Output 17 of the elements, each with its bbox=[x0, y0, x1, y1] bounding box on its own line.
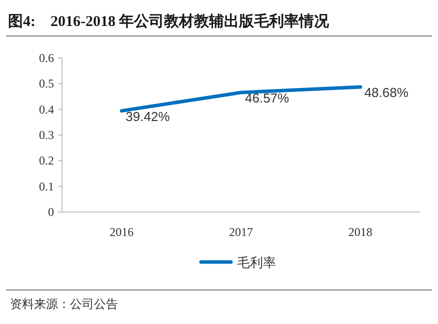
data-label: 39.42% bbox=[126, 108, 170, 124]
y-tick-label: 0.6 bbox=[39, 51, 54, 65]
x-tick-label: 2016 bbox=[110, 225, 134, 239]
data-label: 46.57% bbox=[245, 90, 290, 106]
x-tick-label: 2017 bbox=[229, 225, 253, 239]
text: 资料来源：公司公告 bbox=[10, 297, 118, 311]
chart-title: 图4: 2016-2018 年公司教材教辅出版毛利率情况 bbox=[8, 12, 330, 30]
y-tick-label: 0 bbox=[48, 205, 54, 219]
x-tick-label: 2018 bbox=[348, 225, 372, 239]
y-tick-label: 0.3 bbox=[39, 128, 54, 142]
y-tick-label: 0.4 bbox=[39, 102, 54, 116]
y-tick-label: 0.2 bbox=[39, 154, 54, 168]
y-tick-label: 0.5 bbox=[39, 76, 54, 91]
data-label: 48.68% bbox=[364, 85, 409, 100]
y-tick-label: 0.1 bbox=[39, 179, 54, 194]
legend: 毛利率 bbox=[199, 255, 276, 270]
legend-label: 毛利率 bbox=[237, 255, 276, 270]
